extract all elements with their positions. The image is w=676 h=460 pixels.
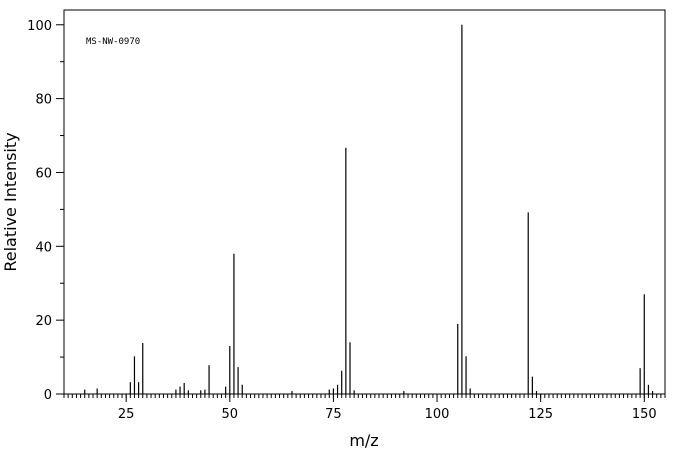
- y-tick-label: 60: [35, 166, 52, 181]
- x-major-ticks: [125, 394, 645, 402]
- y-tick-label: 40: [35, 240, 52, 255]
- x-tick-labels: 25 50 75 100 125 150: [118, 407, 657, 422]
- y-ticks: [56, 24, 64, 395]
- spectrum-code-label: MS-NW-0970: [86, 37, 140, 47]
- y-tick-label: 100: [27, 19, 52, 34]
- x-tick-label: 25: [118, 407, 135, 422]
- y-tick-label: 80: [35, 93, 52, 108]
- x-tick-label: 100: [425, 407, 450, 422]
- y-tick-label: 20: [35, 314, 52, 329]
- x-tick-label: 125: [528, 407, 553, 422]
- x-tick-label: 50: [222, 407, 239, 422]
- y-tick-labels: 0 20 40 60 80 100: [27, 19, 52, 403]
- plot-frame: [63, 9, 666, 395]
- spectrum-peaks: [84, 24, 654, 394]
- x-tick-label: 75: [325, 407, 342, 422]
- y-tick-label: 0: [44, 388, 52, 403]
- y-axis-title: Relative Intensity: [1, 132, 20, 271]
- x-tick-label: 150: [632, 407, 657, 422]
- x-minor-ticks: [63, 394, 666, 398]
- x-axis-title: m/z: [349, 431, 378, 450]
